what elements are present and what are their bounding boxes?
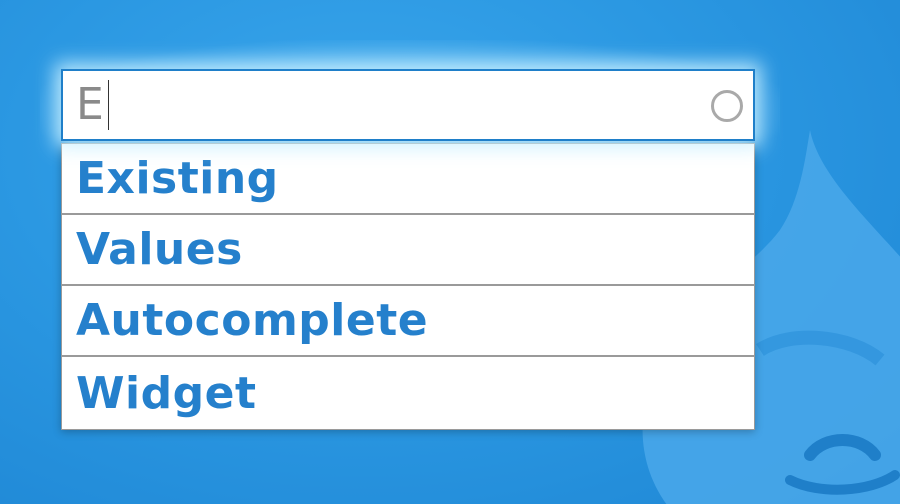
suggestion-list: Existing Values Autocomplete Widget [61,143,755,430]
search-input[interactable]: E [63,75,109,135]
search-input-value: E [76,79,104,130]
suggestion-item-existing[interactable]: Existing [62,144,754,215]
autocomplete-widget: E Existing Values Autocomplete Widget [61,69,755,430]
suggestion-item-autocomplete[interactable]: Autocomplete [62,286,754,357]
text-caret [107,80,109,130]
suggestion-item-values[interactable]: Values [62,215,754,286]
search-field[interactable]: E [61,69,755,141]
throbber-icon [711,90,743,122]
suggestion-item-widget[interactable]: Widget [76,367,257,419]
